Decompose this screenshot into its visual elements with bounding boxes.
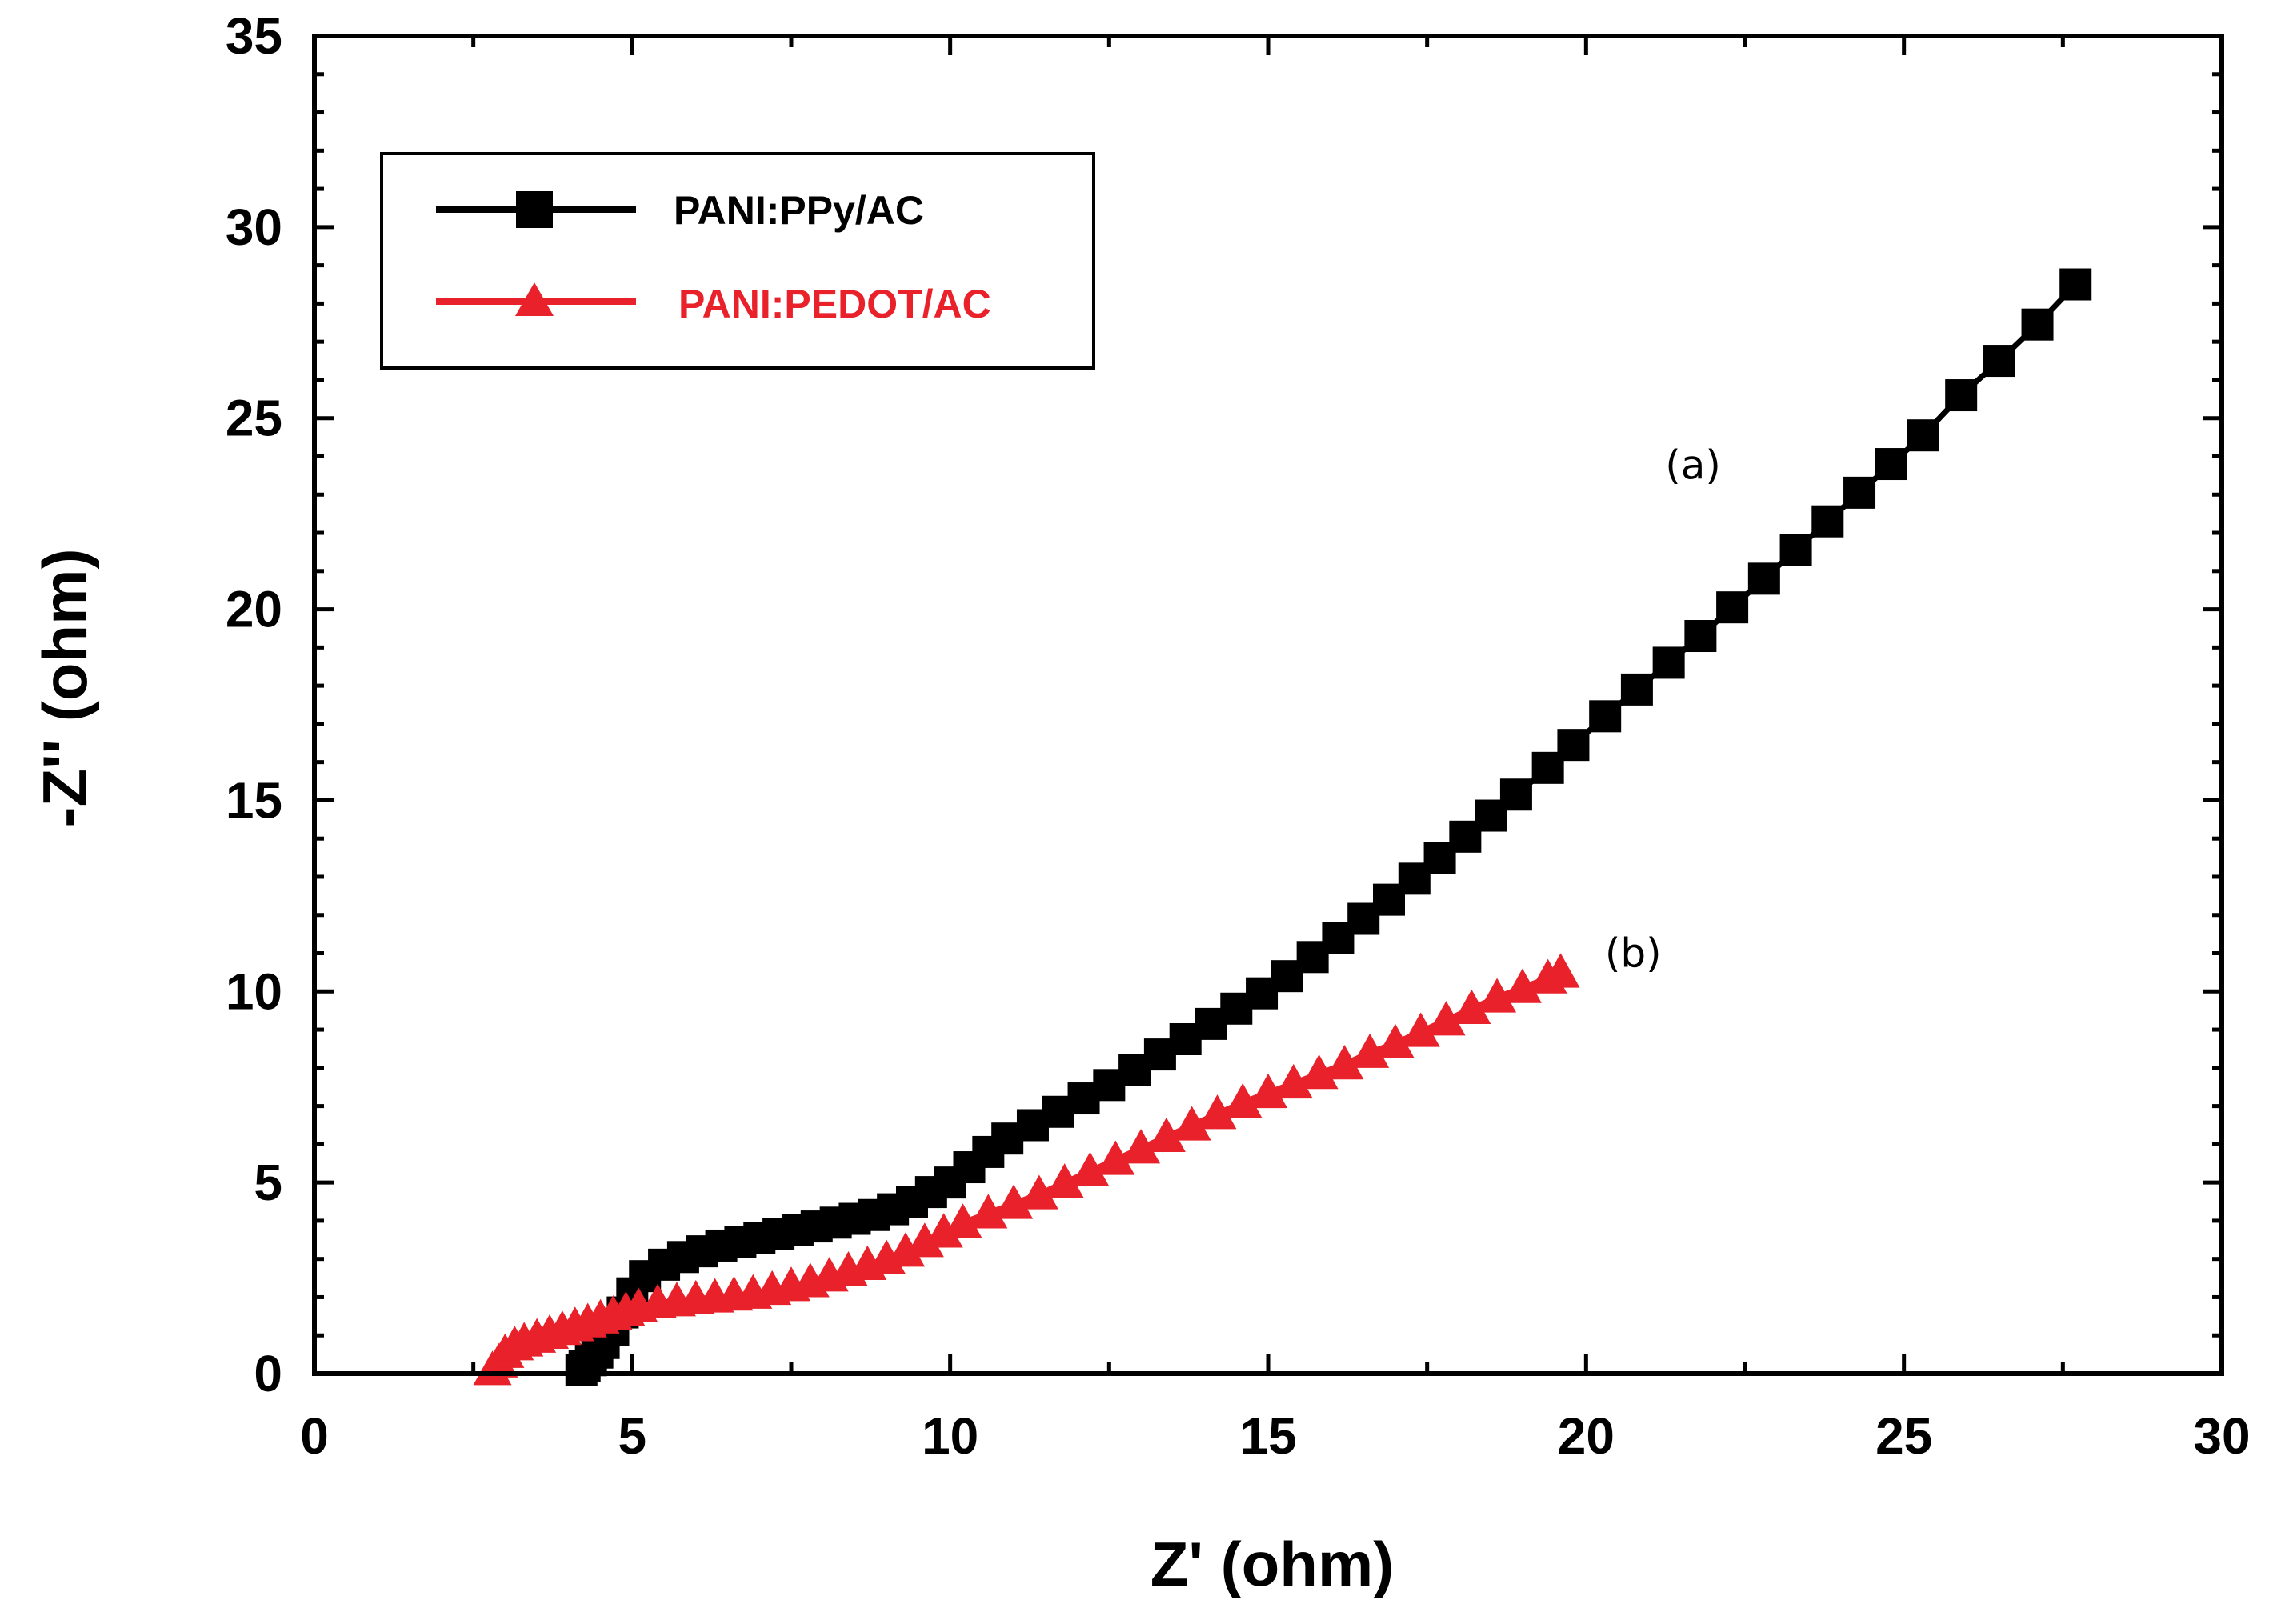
data-point-a <box>1589 700 1622 733</box>
y-tick-label: 20 <box>226 581 282 638</box>
data-point-b <box>924 1213 963 1248</box>
data-point-a <box>1779 534 1812 566</box>
annotation-a: (a) <box>1665 442 1721 488</box>
data-point-b <box>1325 1045 1364 1080</box>
data-point-b <box>1274 1063 1313 1099</box>
ticks-layer: 0 5 10 15 20 25 30 0 5 10 15 20 25 30 35 <box>226 7 2251 1465</box>
x-axis-title: Z' (ohm) <box>1151 1529 1394 1599</box>
y-tick-label: 0 <box>254 1345 282 1402</box>
data-point-b <box>1478 978 1517 1013</box>
data-point-a <box>1499 778 1532 811</box>
y-tick-label: 25 <box>226 390 282 447</box>
y-tick-label: 30 <box>226 198 282 256</box>
data-point-b <box>905 1222 944 1258</box>
y-tick-label: 35 <box>226 7 282 65</box>
data-point-a <box>1875 448 1907 481</box>
data-point-b <box>1223 1082 1263 1118</box>
x-tick-label: 20 <box>1558 1407 1615 1465</box>
data-point-b <box>1452 989 1491 1024</box>
data-point-b <box>1122 1129 1161 1164</box>
data-point-b <box>994 1184 1034 1219</box>
x-tick-label: 5 <box>618 1407 647 1465</box>
annotation-b: (b) <box>1605 930 1662 977</box>
y-tick-label: 10 <box>226 962 282 1020</box>
legend: PANI:PPy/AC PANI:PEDOT/AC <box>380 152 1095 370</box>
y-tick-label: 15 <box>226 771 282 829</box>
data-point-a <box>1747 562 1780 595</box>
data-point-b <box>1503 968 1542 1003</box>
data-point-a <box>1716 591 1749 624</box>
data-point-b <box>1045 1163 1084 1198</box>
data-point-a <box>2021 308 2054 341</box>
series-b-layer <box>473 953 1580 1386</box>
data-point-a <box>1557 729 1590 762</box>
y-tick-label: 5 <box>254 1154 282 1211</box>
series-line-a <box>579 282 2078 1372</box>
data-point-b <box>1070 1151 1110 1187</box>
legend-box <box>380 152 1095 370</box>
data-point-b <box>1172 1106 1211 1141</box>
data-point-b <box>1541 953 1580 988</box>
series-a-layer <box>565 268 2092 1386</box>
data-point-b <box>1019 1174 1058 1210</box>
legend-marker-square <box>516 191 553 228</box>
data-point-b <box>1401 1012 1440 1047</box>
data-point-a <box>1983 345 2015 378</box>
data-point-b <box>1299 1054 1339 1090</box>
plot-frame <box>312 34 2224 1376</box>
data-point-b <box>1147 1117 1186 1153</box>
data-point-b <box>969 1194 1008 1229</box>
data-point-a <box>1945 379 1978 412</box>
data-point-b <box>1096 1140 1135 1175</box>
data-point-a <box>2059 268 2092 301</box>
x-tick-label: 10 <box>922 1407 978 1465</box>
y-axis-title: -Z'' (ohm) <box>30 549 100 828</box>
data-point-b <box>1427 1001 1466 1036</box>
data-point-b <box>886 1232 926 1267</box>
data-point-a <box>1907 419 1939 452</box>
data-point-a <box>1620 673 1653 706</box>
x-tick-label: 0 <box>300 1407 329 1465</box>
data-point-b <box>1375 1023 1415 1058</box>
data-point-b <box>1249 1073 1287 1109</box>
x-tick-label: 25 <box>1875 1407 1932 1465</box>
x-tick-label: 30 <box>2193 1407 2250 1465</box>
data-point-a <box>1843 476 1876 509</box>
data-point-a <box>1684 620 1717 653</box>
data-point-b <box>943 1203 982 1238</box>
legend-label-b: PANI:PEDOT/AC <box>678 282 991 326</box>
x-tick-label: 15 <box>1239 1407 1296 1465</box>
data-point-a <box>1652 646 1685 679</box>
data-point-a <box>1811 505 1844 538</box>
data-point-b <box>1351 1033 1390 1068</box>
legend-label-a: PANI:PPy/AC <box>674 188 924 233</box>
data-point-b <box>1198 1094 1237 1130</box>
legend-marker-triangle <box>515 282 554 316</box>
